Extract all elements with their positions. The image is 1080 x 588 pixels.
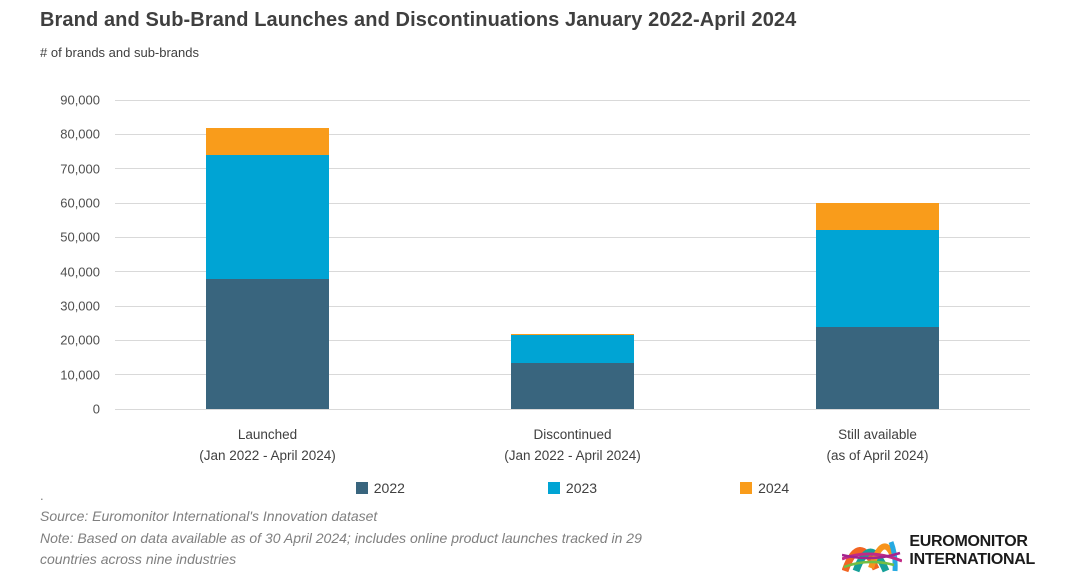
y-tick-label: 0 [92,401,100,417]
legend: 2022 2023 2024 [115,480,1030,496]
bar-launched [206,127,329,409]
source-line: Source: Euromonitor International's Inno… [40,508,378,524]
category-label-still-available: Still available (as of April 2024) [725,424,1030,466]
y-tick-label: 90,000 [60,92,100,108]
category-label-launched: Launched (Jan 2022 - April 2024) [115,424,420,466]
y-tick-label: 10,000 [60,367,100,383]
logo-text: EUROMONITOR INTERNATIONAL [909,533,1035,569]
gridline [115,236,1030,238]
y-tick-label: 50,000 [60,229,100,245]
bar-segment-discontinued-2023 [511,334,634,363]
gridline [115,99,1030,101]
bar-slot-discontinued [420,100,725,409]
gridline [115,408,1030,410]
footnote-dot: . [40,488,44,503]
chart-subtitle: # of brands and sub-brands [40,45,199,60]
y-tick-label: 30,000 [60,298,100,314]
bar-segment-launched-2023 [206,154,329,279]
legend-label-2024: 2024 [758,480,790,496]
bar-segment-still-available-2023 [816,229,939,327]
legend-item-2023: 2023 [547,480,598,496]
bar-segment-still-available-2022 [816,326,939,409]
bar-segment-launched-2024 [206,127,329,155]
legend-label-2022: 2022 [373,480,405,496]
bar-slot-still-available [725,100,1030,409]
logo-text-line1: EUROMONITOR [909,533,1028,551]
bar-discontinued [511,333,634,409]
legend-item-2022: 2022 [355,480,405,496]
category-label-line1: Discontinued [533,427,612,442]
note-line-2: countries across nine industries [40,551,237,567]
plot-area [115,99,1030,410]
gridline [115,133,1030,135]
category-label-line2: (as of April 2024) [826,448,929,463]
category-label-line1: Launched [237,427,298,442]
y-tick-label: 60,000 [60,195,100,211]
x-axis-categories: Launched (Jan 2022 - April 2024) Discontin… [115,424,1030,466]
bar-still-available [816,203,939,409]
euromonitor-logo-icon [842,541,903,573]
category-label-discontinued: Discontinued (Jan 2022 - April 2024) [420,424,725,466]
logo-text-line2: INTERNATIONAL [909,551,1035,568]
bar-slot-launched [115,100,420,409]
bar-segment-still-available-2024 [816,203,939,230]
legend-swatch-2022 [355,482,368,494]
category-label-line1: Still available [838,427,917,442]
bar-segment-launched-2022 [206,278,329,409]
category-label-line2: (Jan 2022 - April 2024) [199,448,336,463]
y-tick-label: 40,000 [60,264,100,280]
category-label-line2: (Jan 2022 - April 2024) [504,448,641,463]
bars-layer [115,100,1030,409]
gridline [115,168,1030,170]
y-tick-label: 70,000 [60,161,100,177]
note-line-1: Note: Based on data available as of 30 A… [40,529,642,546]
y-tick-label: 20,000 [60,332,100,348]
chart-title: Brand and Sub-Brand Launches and Discont… [40,9,797,31]
legend-swatch-2023 [547,482,560,494]
euromonitor-logo: EUROMONITOR INTERNATIONAL [842,527,1035,575]
gridline [115,202,1030,204]
y-tick-label: 80,000 [60,126,100,142]
gridline [115,305,1030,307]
legend-item-2024: 2024 [740,480,789,496]
y-axis: 0 10,000 20,000 30,000 40,000 50,000 60,000 70,… [0,93,100,417]
gridline [115,271,1030,273]
legend-swatch-2024 [740,482,753,494]
bar-segment-discontinued-2024 [511,333,634,335]
source-note-block: Source: Euromonitor International's Inno… [40,506,642,571]
bar-segment-discontinued-2022 [511,362,634,409]
legend-label-2023: 2023 [565,480,598,496]
